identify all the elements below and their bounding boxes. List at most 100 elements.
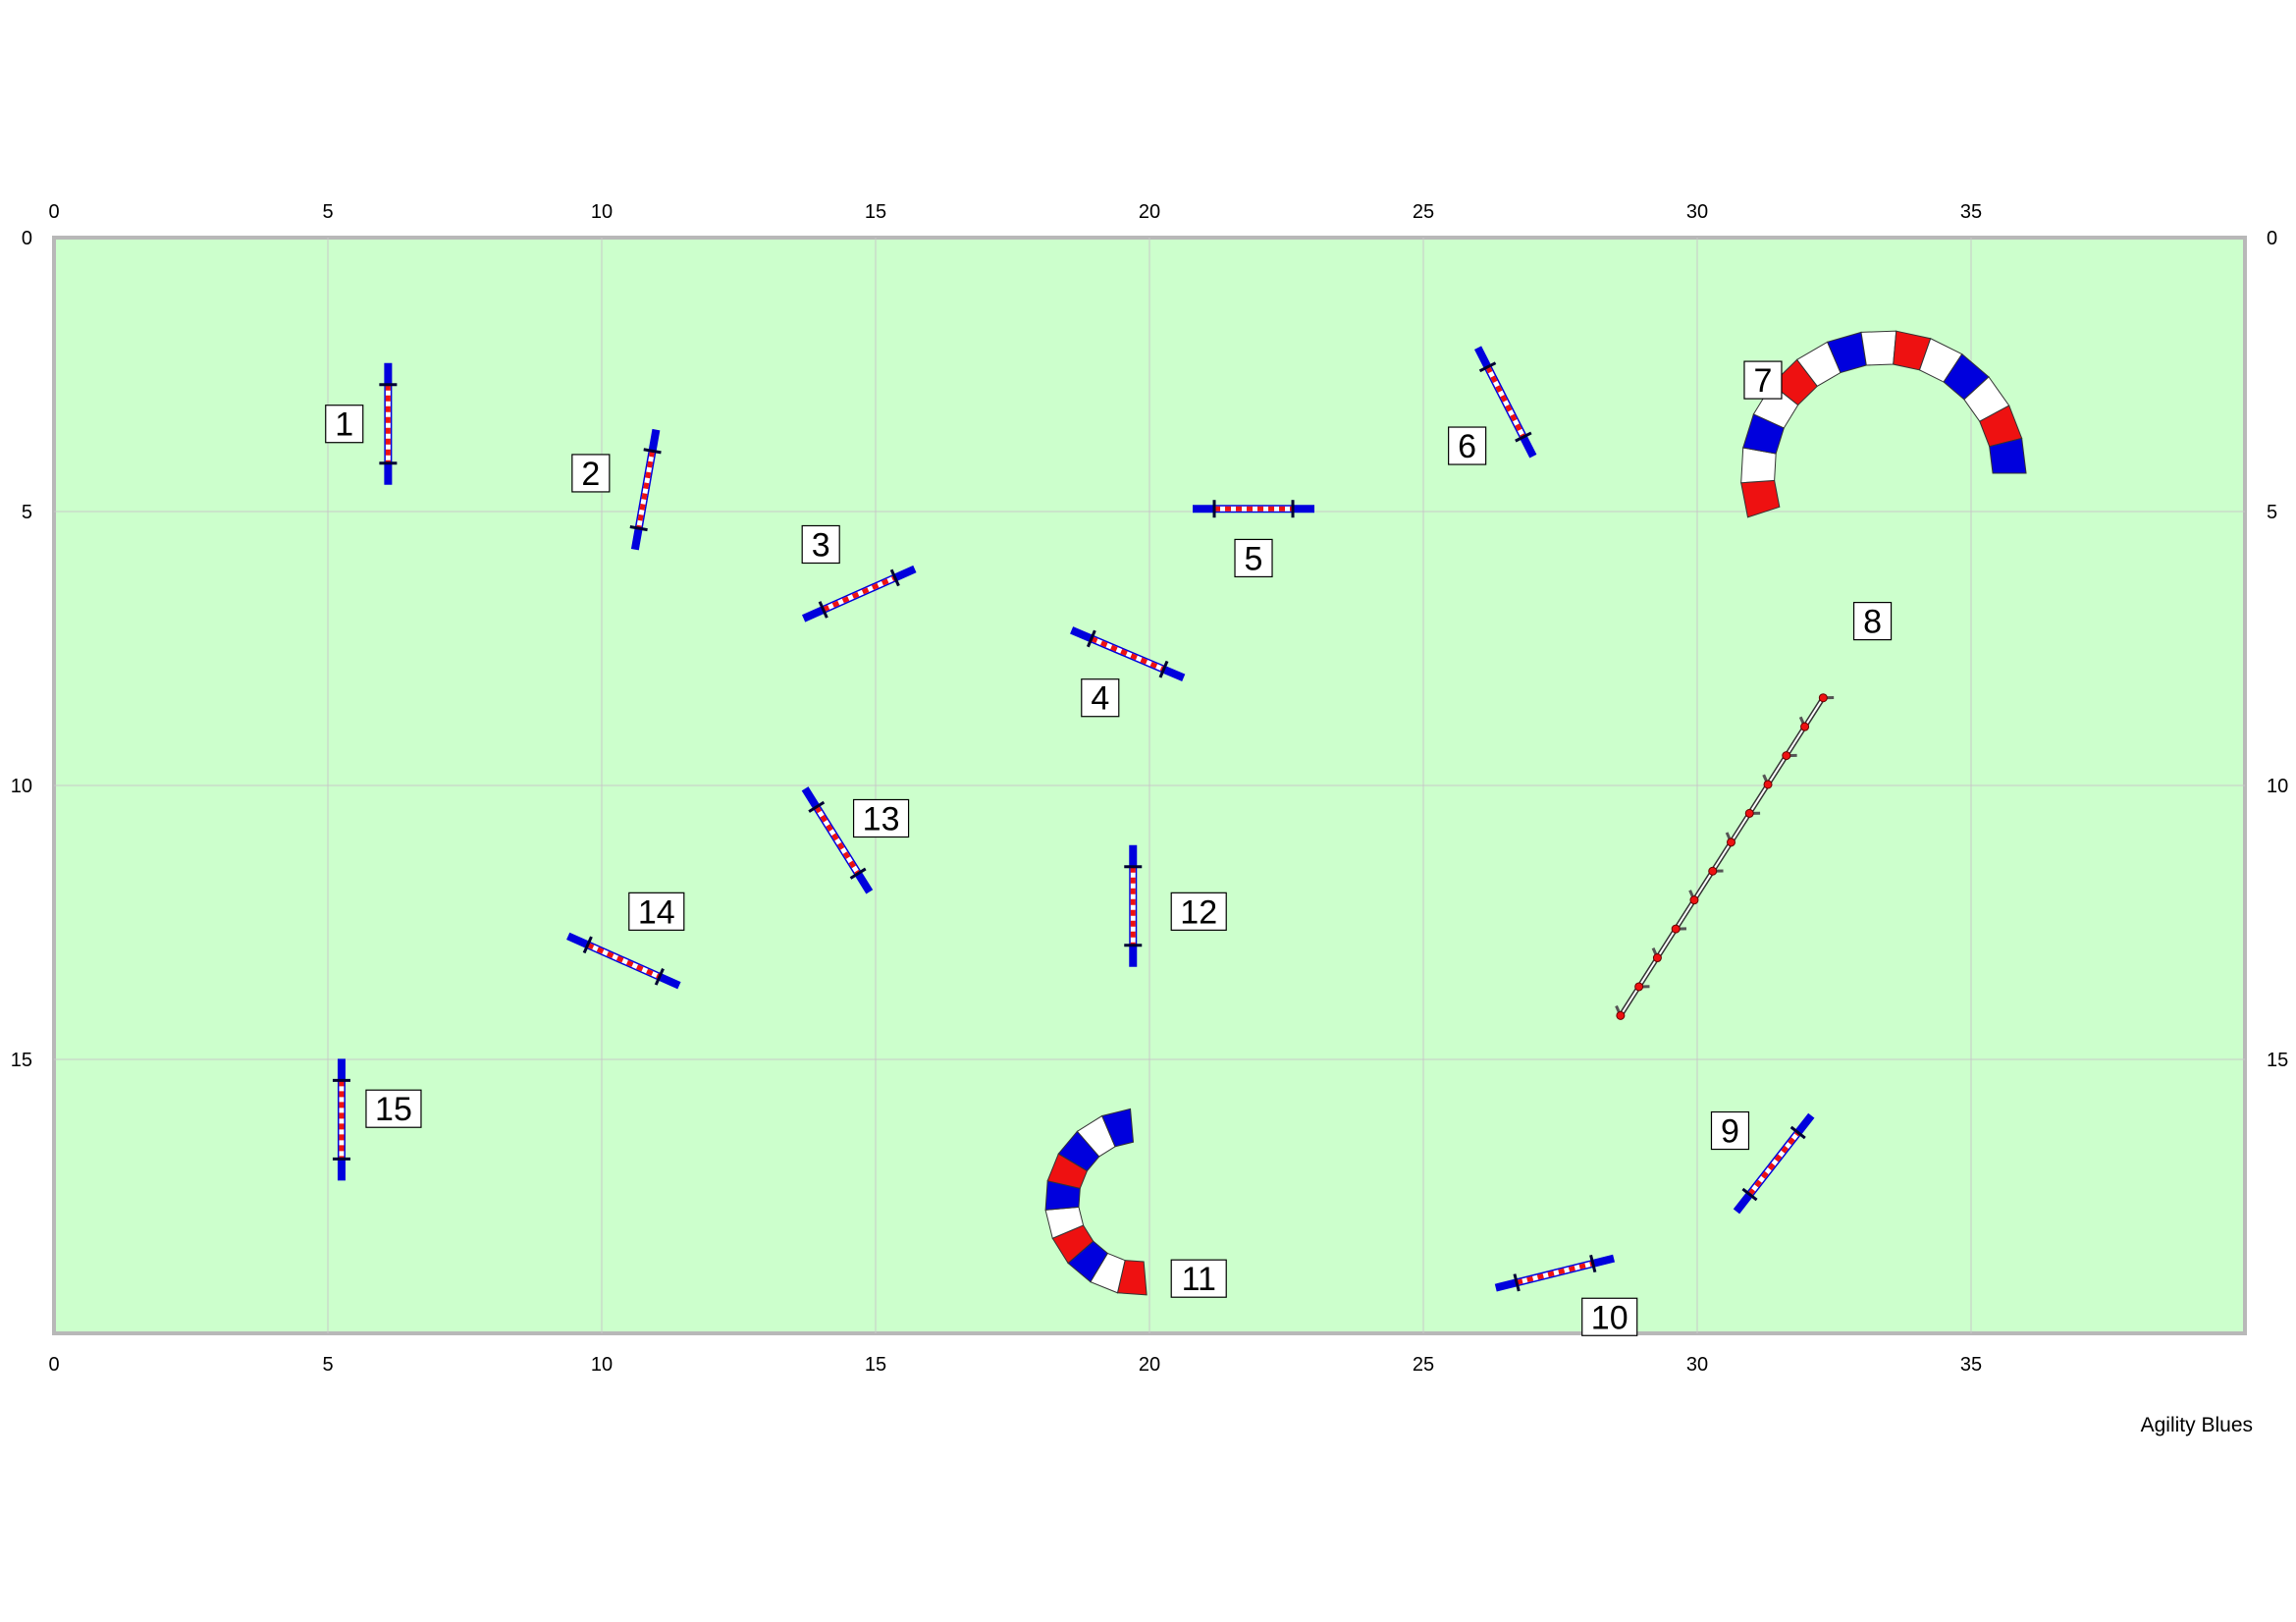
obstacle-number-text: 8: [1863, 604, 1882, 641]
obstacle-number-text: 7: [1753, 362, 1772, 400]
weave-8: [1615, 693, 1835, 1020]
jump-stand: [1513, 1273, 1521, 1292]
tick-label-top: 0: [48, 201, 59, 223]
number-box: [1743, 360, 1783, 400]
obstacle-number-text: 11: [1182, 1261, 1216, 1298]
number-box: [1170, 1259, 1227, 1298]
weave-pole: [1616, 1010, 1626, 1020]
tick-label-bottom: 20: [1139, 1354, 1160, 1376]
jump-6: [1473, 346, 1537, 459]
obstacle-number-text: 6: [1458, 428, 1476, 465]
tick-label-bottom: 15: [865, 1354, 886, 1376]
obstacle-number-9: 9: [1710, 1110, 1750, 1151]
obstacle-number-8: 8: [1852, 601, 1893, 641]
tick-label-top: 25: [1413, 201, 1434, 223]
obstacle-number-1: 1: [325, 405, 364, 444]
tick-label-left: 5: [22, 502, 32, 523]
jump-2: [629, 428, 662, 551]
jump-stand: [889, 568, 900, 587]
obstacle-number-6: 6: [1448, 426, 1487, 465]
number-box: [571, 454, 611, 493]
obstacle-number-10: 10: [1581, 1297, 1638, 1336]
obstacle-number-5: 5: [1234, 538, 1273, 578]
jump-stand: [654, 967, 665, 986]
number-box: [801, 524, 840, 565]
weave-pole: [1726, 838, 1735, 847]
jump-4: [1070, 626, 1186, 681]
jump-5: [1193, 500, 1315, 518]
number-box: [325, 405, 364, 444]
obstacle-number-text: 15: [375, 1091, 412, 1128]
jump-13: [801, 786, 874, 894]
tick-label-bottom: 25: [1413, 1354, 1434, 1376]
obstacle-number-4: 4: [1081, 678, 1120, 718]
tick-label-bottom: 35: [1960, 1354, 1982, 1376]
number-box: [1710, 1110, 1750, 1151]
obstacle-number-13: 13: [852, 798, 910, 838]
jump-stand: [643, 448, 662, 455]
tick-label-top: 10: [591, 201, 613, 223]
jump-12: [1124, 844, 1143, 967]
obstacle-number-11: 11: [1170, 1259, 1227, 1298]
tunnel-11: [1044, 1108, 1148, 1296]
obstacle-number-text: 14: [638, 893, 675, 931]
tick-label-right: 10: [2267, 776, 2288, 797]
number-box: [365, 1089, 422, 1128]
grid-lines: [54, 238, 2245, 1333]
obstacle-number-text: 13: [863, 800, 900, 838]
jump-9: [1733, 1112, 1815, 1215]
jump-stand: [1158, 660, 1169, 678]
number-box: [1234, 538, 1273, 578]
weave-pole: [1800, 722, 1810, 731]
tick-label-bottom: 0: [48, 1354, 59, 1376]
jump-stand: [1789, 1125, 1806, 1140]
obstacle-number-text: 5: [1245, 540, 1263, 577]
jump-1: [379, 362, 398, 485]
tick-label-top: 30: [1686, 201, 1708, 223]
jump-stand: [629, 525, 648, 532]
jump-bar-stripes: [1485, 365, 1526, 439]
credit-text: Agility Blues: [2140, 1414, 2253, 1436]
weave-pole: [1763, 780, 1773, 789]
obstacle-number-15: 15: [365, 1089, 422, 1128]
weave-pole: [1708, 866, 1718, 876]
weave-pole: [1744, 808, 1754, 818]
number-box: [1581, 1297, 1638, 1336]
tick-label-right: 0: [2267, 228, 2277, 249]
weave-pole: [1689, 895, 1699, 905]
tunnel-7: [1740, 330, 2027, 518]
jump-bar-stripes: [636, 450, 656, 529]
obstacle-number-14: 14: [628, 892, 685, 931]
jump-bar-stripes: [586, 943, 661, 980]
tick-label-bottom: 5: [322, 1354, 333, 1376]
weave-pole: [1634, 982, 1644, 992]
tick-label-left: 0: [22, 228, 32, 249]
tick-label-bottom: 10: [591, 1354, 613, 1376]
obstacle-number-text: 9: [1721, 1113, 1739, 1151]
jump-bar-stripes: [1516, 1261, 1594, 1285]
tunnel-segment: [1100, 1108, 1135, 1148]
jump-10: [1494, 1254, 1616, 1292]
jump-stand: [1515, 431, 1532, 443]
weave-pole: [1671, 924, 1681, 934]
number-box: [1448, 426, 1487, 465]
obstacle-number-7: 7: [1743, 360, 1783, 400]
obstacle-number-text: 10: [1591, 1299, 1629, 1336]
tick-label-right: 5: [2267, 502, 2277, 523]
jump-bar-stripes: [814, 805, 861, 876]
jump-stand: [808, 800, 826, 813]
jump-14: [566, 932, 681, 990]
obstacles: [332, 330, 2027, 1296]
jump-stand: [582, 936, 593, 954]
weave-pole: [1818, 693, 1828, 703]
obstacle-number-3: 3: [801, 524, 840, 565]
weave-pole: [1652, 953, 1662, 963]
tick-label-top: 5: [322, 201, 333, 223]
tick-label-right: 15: [2267, 1050, 2288, 1071]
obstacle-number-text: 3: [812, 526, 830, 564]
tick-label-bottom: 30: [1686, 1354, 1708, 1376]
obstacle-number-12: 12: [1170, 892, 1227, 931]
tick-label-top: 15: [865, 201, 886, 223]
